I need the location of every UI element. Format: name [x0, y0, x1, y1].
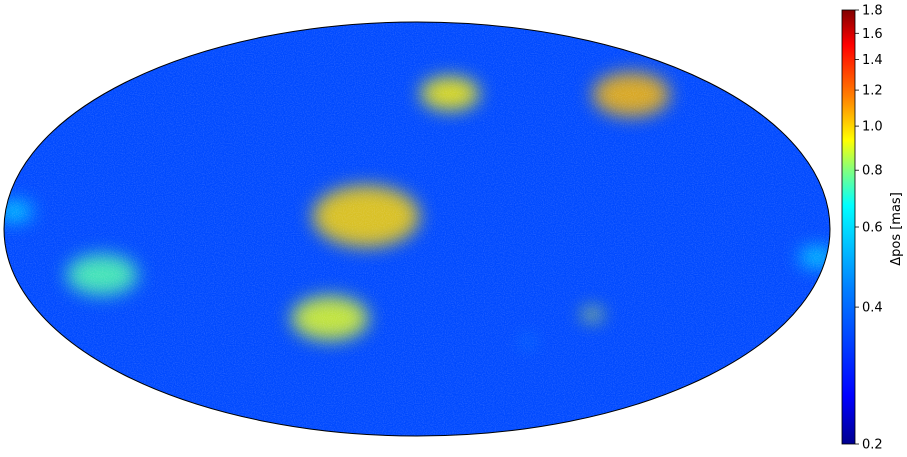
sky-border — [3, 21, 831, 437]
colorbar-tick-label: 1.2 — [862, 84, 883, 99]
colorbar-ticks: 0.2 0.4 0.6 0.8 1.0 1.2 1.4 1.6 1.8 — [855, 4, 883, 453]
colorbar-tick-label: 1.4 — [862, 53, 883, 68]
colorbar-tick-label: 1.0 — [862, 120, 883, 135]
colorbar-tick-label: 1.6 — [862, 27, 883, 42]
colorbar-tick-label: 0.2 — [862, 438, 883, 453]
colorbar: 0.2 0.4 0.6 0.8 1.0 1.2 1.4 1.6 1.8 Δpos [mas] — [841, 4, 904, 453]
colorbar-tick-label: 1.8 — [862, 4, 883, 19]
colorbar-tick-label: 0.8 — [862, 164, 883, 179]
colorbar-gradient — [841, 9, 856, 445]
colorbar-label: Δpos [mas] — [889, 192, 904, 266]
colorbar-tick-label: 0.6 — [862, 221, 883, 236]
colorbar-tick-label: 0.4 — [862, 301, 883, 316]
